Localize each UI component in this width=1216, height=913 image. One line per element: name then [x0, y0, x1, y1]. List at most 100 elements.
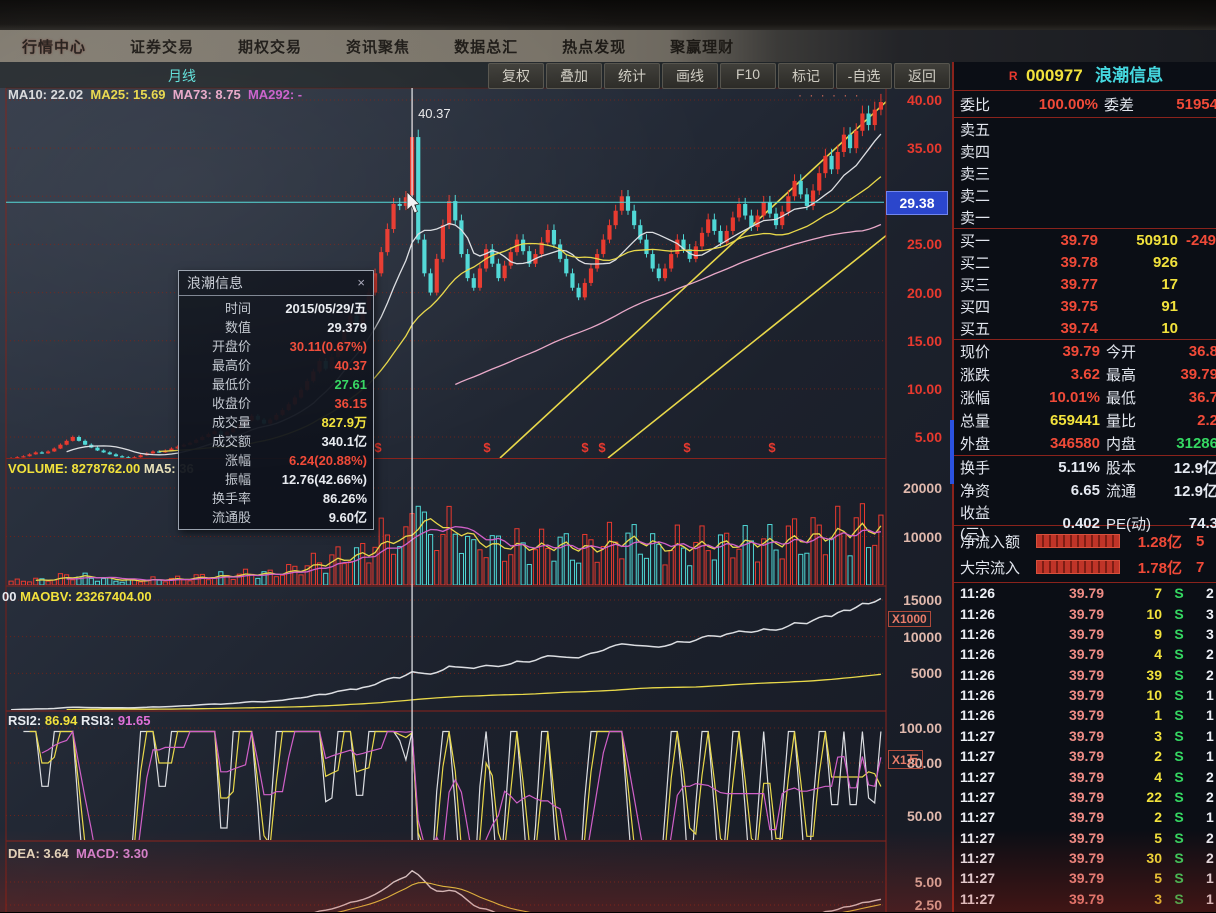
- popup-row: 最低价 27.61: [179, 375, 367, 394]
- tick-volume: 9: [1154, 625, 1162, 642]
- popup-titlebar[interactable]: 浪潮信息 ×: [179, 271, 373, 296]
- obv-label: 00 MAOBV: 23267404.00: [2, 589, 152, 604]
- tick-price: 39.79: [1068, 666, 1104, 683]
- bid-label: 买二: [960, 254, 991, 272]
- watchlist-button[interactable]: -自选: [836, 63, 892, 89]
- ask-label: 卖二: [960, 187, 991, 205]
- kline-info-popup[interactable]: 浪潮信息 × 时间 2015/05/29/五 数值 29.379 开盘价 30.…: [178, 270, 374, 530]
- menu-item-data[interactable]: 数据总汇: [454, 38, 519, 56]
- menu-item-quotes[interactable]: 行情中心: [22, 38, 87, 56]
- popup-row: 数值 29.379: [179, 318, 367, 337]
- f10-button[interactable]: F10: [720, 63, 776, 89]
- stats-button[interactable]: 统计: [604, 63, 660, 89]
- menu-item-hotspots[interactable]: 热点发现: [562, 38, 627, 56]
- tick-row: 11:27 39.79 3 S 1: [954, 726, 1216, 746]
- mark-button[interactable]: 标记: [778, 63, 834, 89]
- tick-volume: 4: [1154, 768, 1162, 785]
- fund-grid: 换手 5.11% 股本 12.9亿 净资 6.65 流通 12.9亿 收益(三)…: [954, 456, 1216, 543]
- popup-row-label: 换手率: [211, 491, 251, 506]
- bid-row[interactable]: 买三 39.77 17: [954, 273, 1216, 295]
- tick-side-flag: S: [1174, 890, 1184, 907]
- fund-label-2: 股本: [1106, 460, 1137, 477]
- bid-row[interactable]: 买四 39.75 91: [954, 295, 1216, 317]
- back-button[interactable]: 返回: [894, 63, 950, 89]
- rsi2-value: 86.94: [44, 713, 78, 728]
- tick-extra: 1: [1206, 890, 1214, 907]
- tick-row: 11:27 39.79 5 S 2: [954, 828, 1216, 848]
- tick-price: 39.79: [1068, 890, 1104, 907]
- fund-row: 换手 5.11% 股本 12.9亿: [954, 456, 1216, 479]
- tick-extra: 1: [1206, 809, 1214, 826]
- popup-row: 振幅 12.76(42.66%): [179, 470, 367, 489]
- popup-row-value: 86.26%: [322, 491, 367, 506]
- bid-extra: -249: [1186, 231, 1216, 249]
- menu-item-wealth[interactable]: 聚赢理财: [670, 38, 735, 56]
- tick-time: 11:27: [960, 748, 996, 765]
- detail-row: 总量 659441 量比 2.2: [954, 409, 1216, 432]
- tick-price: 39.79: [1068, 850, 1104, 867]
- tick-volume: 30: [1146, 850, 1162, 867]
- bid-row[interactable]: 买五 39.74 10: [954, 317, 1216, 339]
- kline-chart-area[interactable]: $ $ $ $ $ $ 月线 复权 叠加 统计 画线 F10 标记 -自选 返回 MA10…: [0, 62, 952, 913]
- popup-row-value: 30.11(0.67%): [289, 339, 367, 354]
- tick-price: 39.79: [1068, 605, 1104, 622]
- tick-extra: 1: [1206, 727, 1214, 744]
- tick-time: 11:27: [960, 829, 996, 846]
- tick-extra: 1: [1206, 748, 1214, 765]
- popup-title-text: 浪潮信息: [187, 275, 243, 291]
- tick-time: 11:26: [960, 585, 996, 602]
- ask-row[interactable]: 卖一: [954, 206, 1216, 228]
- bid-price: 39.79: [1060, 231, 1098, 249]
- detail-grid: 现价 39.79 今开 36.8 涨跌 3.62 最高 39.79 涨幅 10.…: [954, 340, 1216, 456]
- chart-topbar: 月线 复权 叠加 统计 画线 F10 标记 -自选 返回: [0, 62, 952, 89]
- ask-row[interactable]: 卖三: [954, 162, 1216, 184]
- restore-rights-button[interactable]: 复权: [488, 63, 544, 89]
- tick-side-flag: S: [1174, 646, 1184, 663]
- popup-row-label: 涨幅: [224, 453, 251, 468]
- popup-row: 涨幅 6.24(20.88%): [179, 451, 367, 470]
- menu-item-news[interactable]: 资讯聚焦: [346, 38, 411, 56]
- tick-volume: 4: [1154, 646, 1162, 663]
- popup-row-value: 40.37: [334, 358, 367, 373]
- flow-bar: [1036, 534, 1120, 548]
- svg-text:$: $: [374, 440, 382, 455]
- tick-list[interactable]: 11:26 39.79 7 S 2 11:26 39.79 10 S 3 11:…: [954, 583, 1216, 909]
- overlay-button[interactable]: 叠加: [546, 63, 602, 89]
- popup-row-value: 2015/05/29/五: [285, 301, 367, 316]
- tick-volume: 3: [1154, 890, 1162, 907]
- ask-row[interactable]: 卖二: [954, 184, 1216, 206]
- popup-row: 流通股 9.60亿: [179, 508, 367, 527]
- menu-item-trade[interactable]: 证券交易: [130, 38, 195, 56]
- rsi2-label: RSI2:: [8, 713, 42, 728]
- ask-label: 卖五: [960, 121, 991, 139]
- svg-text:$: $: [581, 440, 589, 455]
- kline-chart-svg[interactable]: $ $ $ $ $ $: [0, 62, 952, 912]
- svg-text:$: $: [768, 440, 776, 455]
- axis-label: 2.50: [914, 897, 942, 913]
- tick-side-flag: S: [1174, 687, 1184, 704]
- popup-row-label: 成交量: [211, 415, 251, 430]
- ask-levels: 卖五 卖四 卖三 卖二: [954, 118, 1216, 229]
- bid-row[interactable]: 买二 39.78 926: [954, 251, 1216, 273]
- tick-row: 11:26 39.79 10 S 3: [954, 603, 1216, 623]
- detail-label-1: 现价: [960, 344, 991, 361]
- popup-row-label: 收盘价: [211, 396, 251, 411]
- detail-label-1: 外盘: [960, 436, 991, 453]
- fund-label-1: 净资: [960, 483, 991, 500]
- ask-row[interactable]: 卖五: [954, 118, 1216, 140]
- popup-row: 收盘价 36.15: [179, 394, 367, 413]
- tick-side-flag: S: [1174, 666, 1184, 683]
- menu-item-options[interactable]: 期权交易: [238, 38, 303, 56]
- axis-unit-label: X1万: [888, 750, 923, 769]
- tick-row: 11:26 39.79 7 S 2: [954, 583, 1216, 603]
- axis-unit-label: X1000: [888, 611, 931, 627]
- close-icon[interactable]: ×: [357, 275, 365, 290]
- ask-row[interactable]: 卖四: [954, 140, 1216, 162]
- tick-side-flag: S: [1174, 748, 1184, 765]
- draw-line-button[interactable]: 画线: [662, 63, 718, 89]
- money-flow: 净流入额 1.28亿 5 大宗流入 1.78亿 7: [954, 526, 1216, 583]
- ma25-label: MA25: 15.69: [90, 87, 166, 102]
- bid-row[interactable]: 买一 39.79 50910 -249: [954, 229, 1216, 251]
- tick-extra: 3: [1206, 625, 1214, 642]
- panel-scrollbar[interactable]: [950, 420, 954, 484]
